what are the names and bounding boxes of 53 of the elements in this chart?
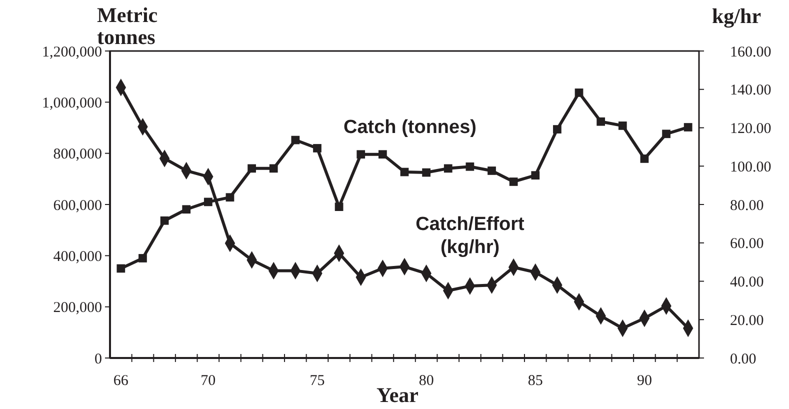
x-tick-label: 85 xyxy=(528,373,543,389)
point xyxy=(444,164,452,173)
point xyxy=(574,88,584,97)
y2-axis-title: kg/hr xyxy=(712,4,762,28)
point xyxy=(248,164,256,173)
point xyxy=(618,122,627,130)
point xyxy=(269,164,278,173)
x-tick-label: 66 xyxy=(113,373,129,389)
y2-tick-label: 40.00 xyxy=(730,274,764,290)
point xyxy=(596,117,606,126)
point xyxy=(509,178,518,186)
y-tick-label: 600,000 xyxy=(53,198,102,214)
y2-tick-label: 100.00 xyxy=(730,159,772,176)
point xyxy=(378,150,387,159)
x-tick-label: 80 xyxy=(418,373,434,389)
point xyxy=(684,123,692,132)
point xyxy=(662,130,670,138)
point xyxy=(291,136,300,144)
y2-tick-label: 120.00 xyxy=(730,121,772,137)
point xyxy=(334,202,344,211)
point xyxy=(640,154,649,163)
point xyxy=(488,166,496,175)
y-tick-label: 1,000,000 xyxy=(42,95,102,112)
point xyxy=(204,198,212,206)
x-tick-label: 70 xyxy=(200,373,216,389)
point xyxy=(313,144,322,152)
point xyxy=(422,168,430,177)
point xyxy=(160,216,169,225)
point xyxy=(553,125,562,134)
y2-tick-label: 140.00 xyxy=(730,82,772,99)
y2-tick-label: 60.00 xyxy=(730,236,764,252)
point xyxy=(182,205,191,214)
series-label: Catch/Effort (kg/hr) xyxy=(416,214,526,258)
point xyxy=(226,193,234,202)
y-tick-label: 1,200,000 xyxy=(42,44,102,60)
y2-tick-label: 20.00 xyxy=(730,312,764,329)
series-label: Catch (tonnes) xyxy=(344,117,476,138)
x-axis-title: Year xyxy=(376,383,418,407)
y-tick-label: 800,000 xyxy=(53,146,102,163)
y-tick-label: 200,000 xyxy=(53,300,102,316)
x-tick-label: 90 xyxy=(636,373,652,389)
x-tick-label: 75 xyxy=(310,373,325,389)
point xyxy=(466,162,474,171)
point xyxy=(356,150,366,159)
y-tick-label: 400,000 xyxy=(53,248,102,265)
point xyxy=(531,171,540,180)
point xyxy=(138,254,147,262)
y-tick-label: 0 xyxy=(94,351,102,368)
point xyxy=(116,264,126,273)
y2-tick-label: 0.00 xyxy=(730,351,756,368)
point xyxy=(400,168,409,176)
y2-tick-label: 160.00 xyxy=(730,44,772,60)
y2-tick-label: 80.00 xyxy=(730,198,764,214)
